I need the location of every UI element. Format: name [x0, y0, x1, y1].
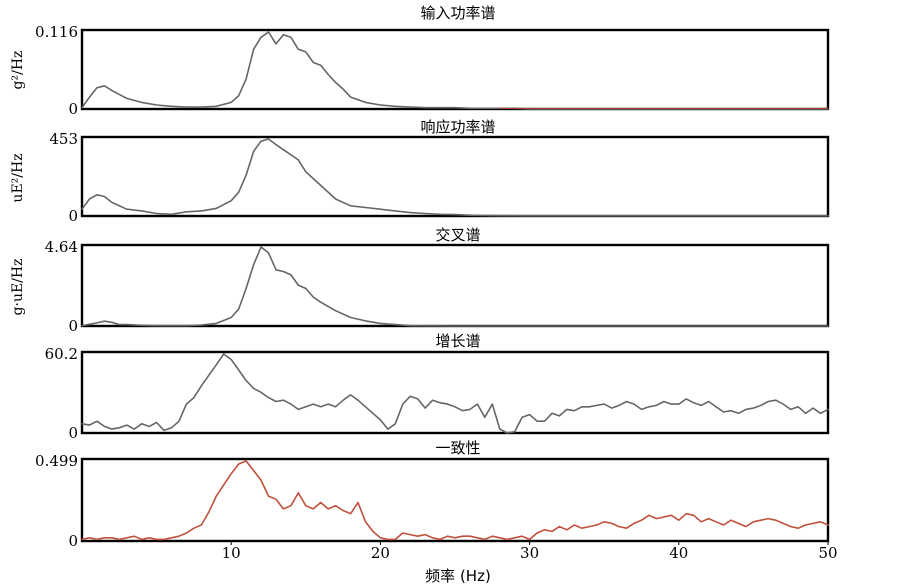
panel-input-power-spectrum: 输入功率谱 0.116 0 g²/Hz — [10, 4, 830, 118]
y-max-tick-label: 4.64 — [45, 238, 78, 256]
y-axis-label: g²/Hz — [10, 51, 26, 90]
y-axis-label: g·uE/Hz — [10, 259, 26, 316]
panel-coherence: 一致性 0.499 0 10 20 30 40 50 频率 (Hz) — [35, 439, 838, 585]
series-line-panel-3 — [81, 246, 829, 327]
series-line-panel-4 — [81, 353, 829, 434]
panel-title: 增长谱 — [435, 332, 480, 350]
y-min-tick-label: 0 — [68, 424, 78, 442]
y-max-tick-label: 0.116 — [35, 23, 78, 41]
x-tick-label: 30 — [520, 544, 539, 562]
series-line-panel-5 — [81, 460, 829, 541]
panel-title: 交叉谱 — [435, 226, 480, 244]
x-tick-label: 40 — [669, 544, 688, 562]
plot-frame — [80, 457, 830, 543]
panel-cross-spectrum: 交叉谱 4.64 0 g·uE/Hz — [10, 226, 830, 335]
panel-gain-spectrum: 增长谱 60.2 0 — [45, 332, 830, 442]
panel-response-power-spectrum: 响应功率谱 453 0 uE²/Hz — [10, 118, 830, 225]
series-line-panel-2 — [81, 138, 829, 217]
x-tick-label: 20 — [371, 544, 390, 562]
panel-title: 一致性 — [435, 439, 480, 457]
y-max-tick-label: 60.2 — [45, 345, 78, 363]
plot-frame — [80, 243, 830, 328]
y-min-tick-label: 0 — [68, 100, 78, 118]
plot-frame — [80, 28, 830, 111]
y-min-tick-label: 0 — [68, 207, 78, 225]
panel-title: 响应功率谱 — [420, 118, 495, 136]
y-max-tick-label: 453 — [49, 130, 78, 148]
y-min-tick-label: 0 — [68, 532, 78, 550]
y-axis-label: uE²/Hz — [10, 153, 26, 202]
x-tick-label: 10 — [222, 544, 241, 562]
series-line-panel-1 — [81, 31, 829, 110]
y-min-tick-label: 0 — [68, 317, 78, 335]
plot-frame — [80, 350, 830, 435]
x-axis-label: 频率 (Hz) — [425, 567, 491, 585]
plot-frame — [80, 135, 830, 218]
series-layer — [81, 31, 829, 541]
x-tick-label: 50 — [818, 544, 837, 562]
panel-title: 输入功率谱 — [420, 4, 495, 22]
x-axis-ticks: 10 20 30 40 50 — [222, 541, 838, 562]
y-max-tick-label: 0.499 — [35, 452, 78, 470]
